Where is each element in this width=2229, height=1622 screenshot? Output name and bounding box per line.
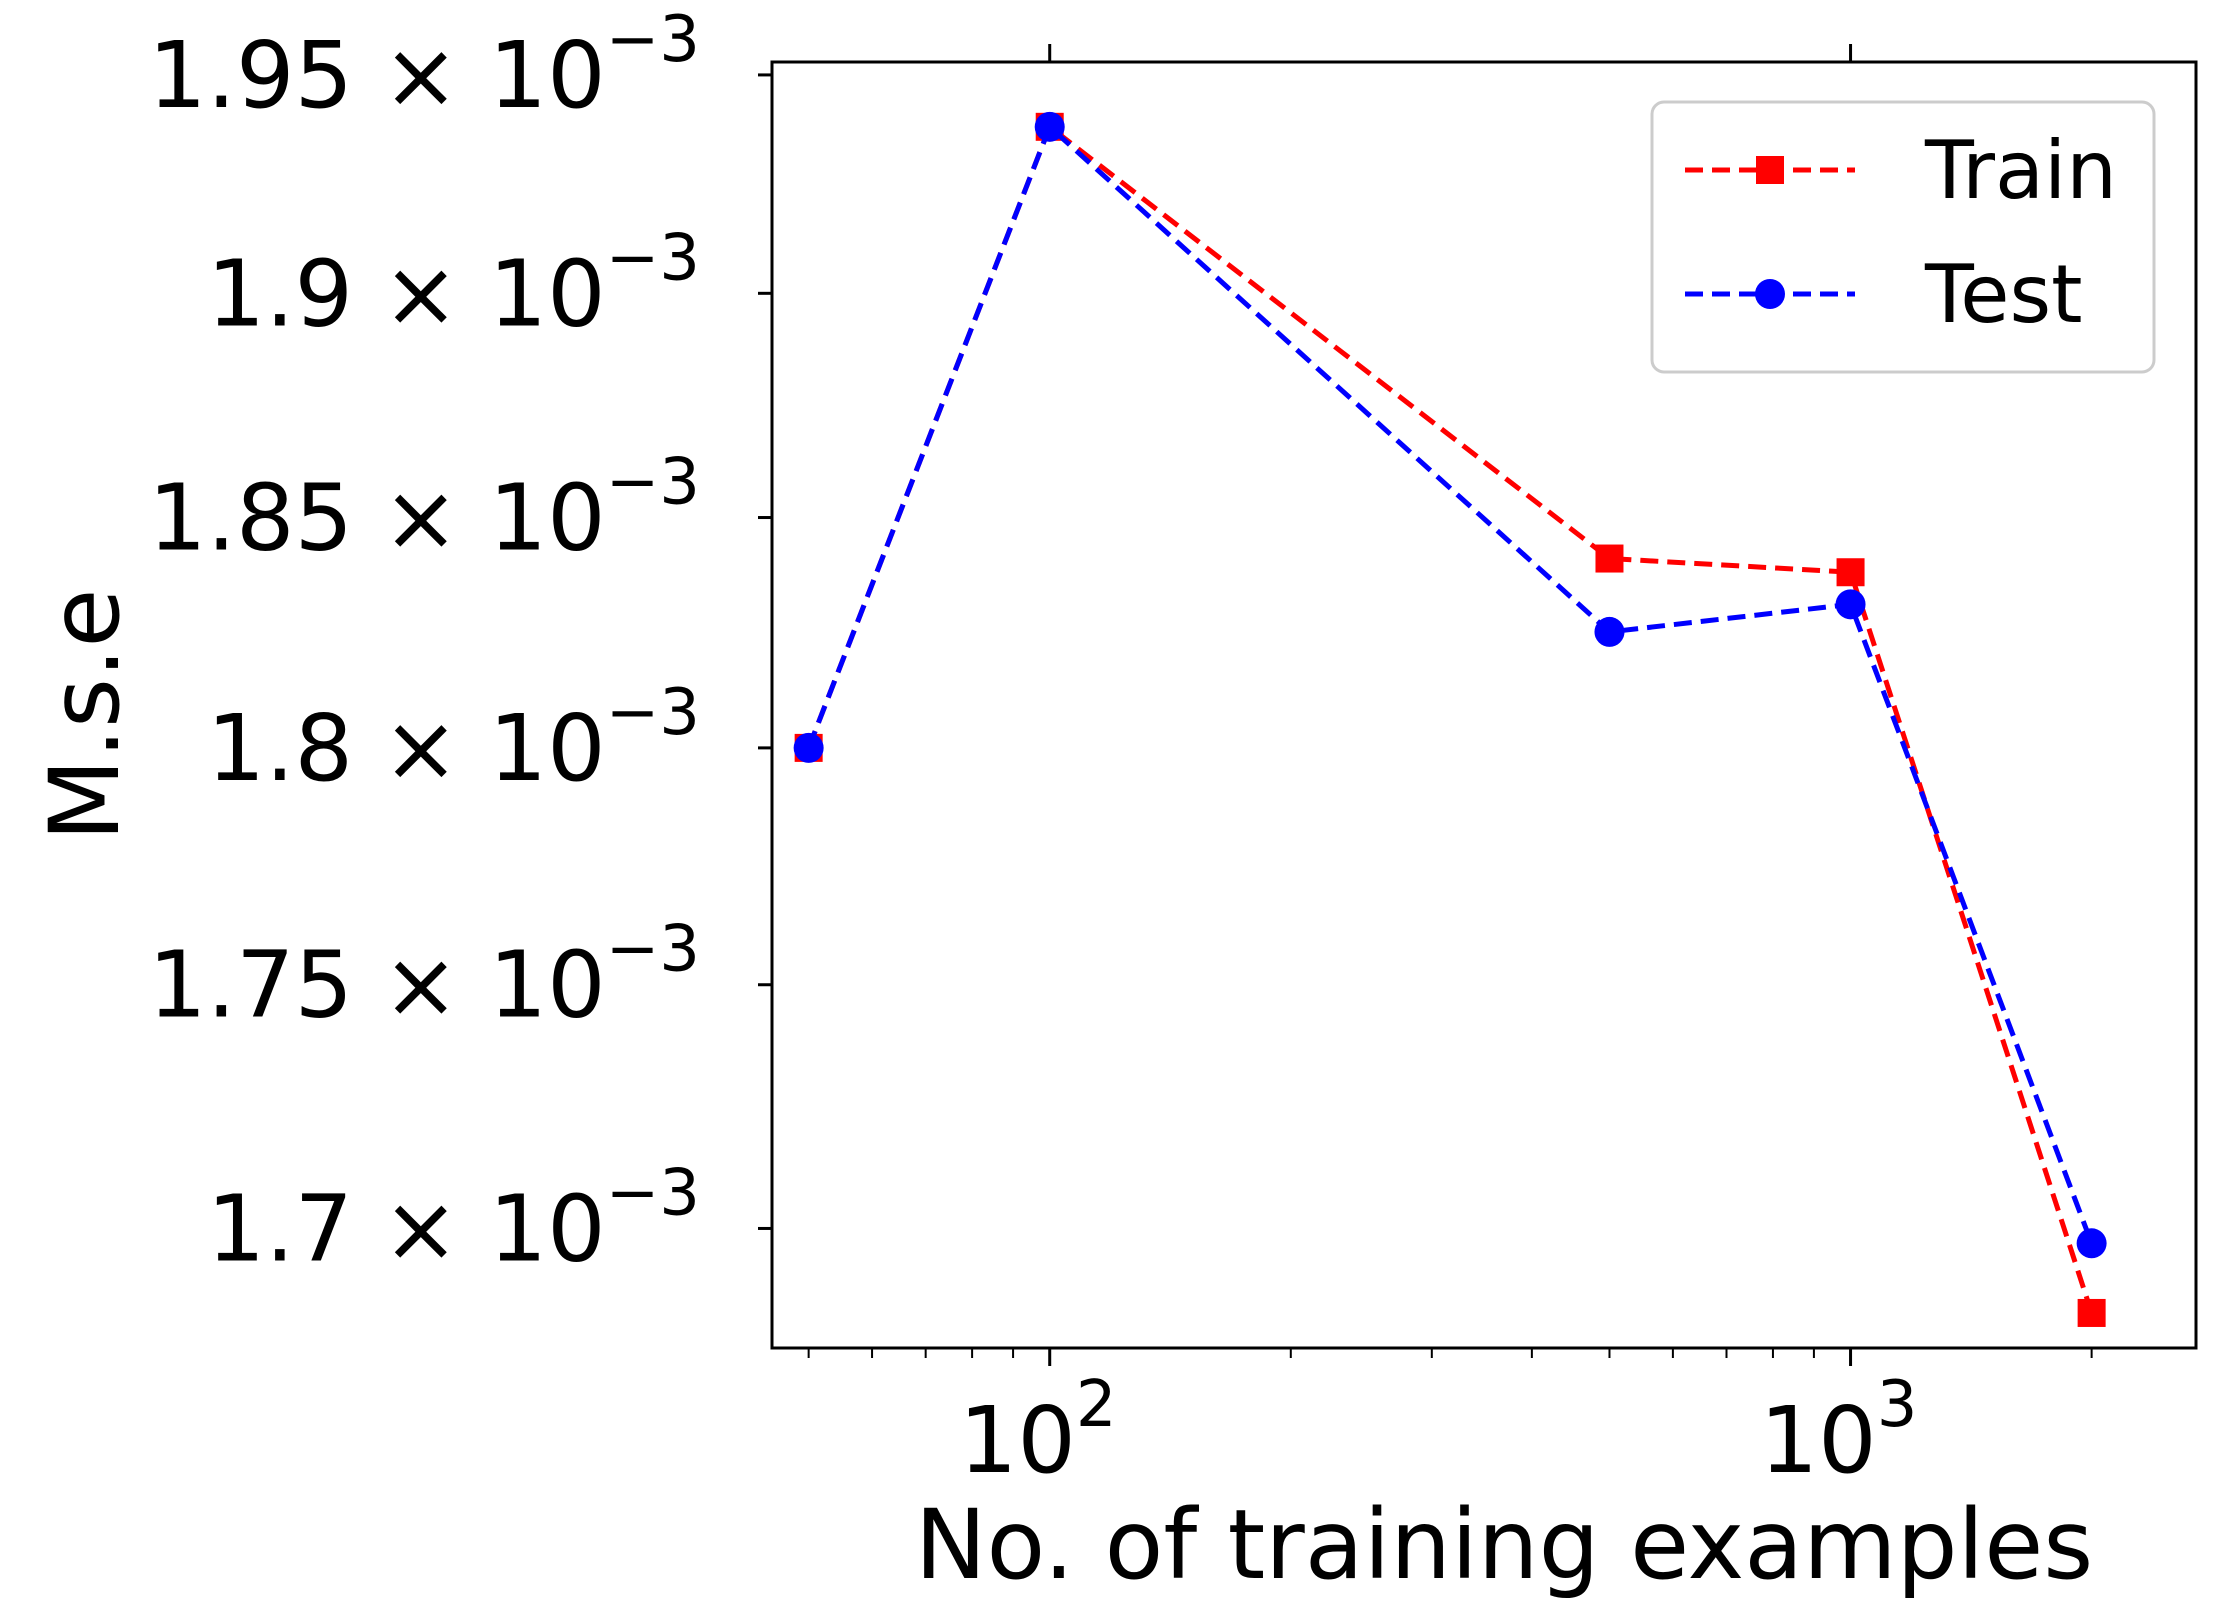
series-layer bbox=[793, 111, 2107, 1327]
legend-marker bbox=[1755, 279, 1785, 309]
y-axis-label: M.s.e bbox=[29, 589, 141, 842]
ticks-layer: 1.95 × 10−3 1.9 × 10−3 1.85 × 10−3 1.8 × 10… bbox=[148, 3, 2093, 1494]
legend-entry-test: Test bbox=[1685, 248, 2083, 341]
legend-marker bbox=[1756, 156, 1784, 184]
x-tick-label: 103 bbox=[1760, 1368, 1918, 1494]
legend-label: Test bbox=[1924, 248, 2083, 341]
y-tick-label: 1.75 × 10−3 bbox=[148, 913, 700, 1039]
plot-frame bbox=[770, 60, 2198, 1350]
data-point-test bbox=[793, 732, 824, 763]
legend-entry-train: Train bbox=[1685, 124, 2117, 217]
series-test bbox=[793, 111, 2107, 1259]
y-tick-label: 1.85 × 10−3 bbox=[148, 446, 700, 572]
legend: Train Test bbox=[1650, 100, 2156, 374]
y-tick-label: 1.95 × 10−3 bbox=[148, 3, 700, 129]
data-point-train bbox=[2077, 1298, 2106, 1327]
x-tick-label: 102 bbox=[959, 1368, 1117, 1494]
data-point-test bbox=[1034, 111, 1065, 142]
data-point-train bbox=[1595, 544, 1624, 573]
x-axis-label: No. of training examples bbox=[915, 1489, 2094, 1601]
legend-label: Train bbox=[1924, 124, 2117, 217]
data-point-train bbox=[1836, 558, 1865, 587]
data-point-test bbox=[2076, 1228, 2107, 1259]
data-point-test bbox=[1594, 616, 1625, 647]
y-tick-label: 1.8 × 10−3 bbox=[207, 676, 700, 802]
data-point-test bbox=[1835, 589, 1866, 620]
y-tick-label: 1.7 × 10−3 bbox=[207, 1156, 700, 1282]
y-tick-label: 1.9 × 10−3 bbox=[207, 221, 700, 347]
